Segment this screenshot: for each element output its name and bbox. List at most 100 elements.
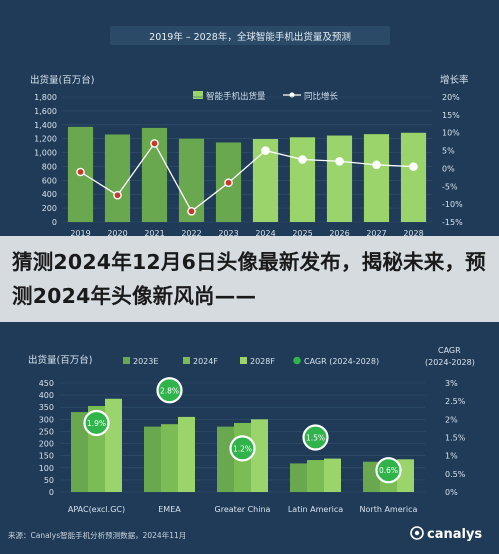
bottom-cagr-bubble (302, 424, 329, 451)
bottom-bar (217, 426, 234, 492)
bottom-y2-tick-label: 1.5% (445, 434, 466, 443)
top-y2-tick-label: 15% (442, 111, 460, 120)
top-growth-point (224, 178, 233, 188)
top-growth-point (409, 162, 418, 171)
bottom-legend-label: 2028F (250, 357, 275, 366)
legend-swatch-shipments (193, 91, 203, 99)
canalys-logo: canalys (410, 526, 482, 542)
bottom-bar (161, 424, 178, 492)
top-x-tick-label: 2022 (181, 229, 201, 238)
bottom-y2-tick-label: 2.5% (445, 397, 466, 406)
bottom-y-tick-label: 300 (39, 415, 54, 424)
bottom-cagr-label: 1.2% (233, 444, 252, 453)
top-y2-tick-label: -10% (442, 200, 463, 209)
top-growth-point (335, 156, 344, 166)
top-chart: 0 200 400 600 800 1,000 1,200 1,400 1,600 1,800 -1… (34, 93, 463, 238)
bottom-x-tick-label: APAC(excl.GC) (68, 505, 125, 514)
bottom-bar (105, 398, 122, 492)
bottom-cagr-label: 1.9% (87, 419, 106, 428)
bottom-cagr-label: 2.8% (160, 386, 179, 395)
top-growth-point (187, 206, 196, 216)
bottom-legend-swatch (183, 357, 190, 364)
top-bar (363, 134, 390, 222)
top-growth-point (261, 146, 270, 155)
bottom-legend-label: CAGR (2024-2028) (304, 357, 379, 366)
top-y2-tick-label: 20% (442, 93, 460, 102)
top-x-tick-label: 2021 (144, 229, 164, 238)
bottom-x-tick-label: North America (360, 505, 418, 514)
top-y-tick-label: 0 (52, 218, 57, 227)
bottom-legend-swatch (123, 357, 130, 364)
headline-title: 猜测2024年12月6日头像最新发布，揭秘未来，预测2024年头像新风尚—— (12, 250, 486, 308)
bottom-y2-tick-label: 1% (445, 452, 458, 461)
bottom-y-tick-label: 0 (49, 488, 54, 497)
bottom-x-tick-label: EMEA (158, 505, 181, 514)
top-y2-tick-label: 0% (442, 164, 455, 173)
bottom-y-tick-label: 250 (39, 427, 54, 436)
top-y2-tick-label: 5% (442, 147, 455, 156)
bottom-y2-tick-label: 0% (445, 488, 458, 497)
top-bar (326, 135, 353, 222)
bottom-x-tick-label: Greater China (215, 505, 271, 514)
bottom-bar (144, 426, 161, 492)
top-y-tick-label: 200 (42, 204, 57, 213)
headline-overlay: 猜测2024年12月6日头像最新发布，揭秘未来，预测2024年头像新风尚—— (0, 236, 499, 322)
legend-marker-growth (289, 92, 295, 98)
bottom-y-tick-label: 150 (39, 452, 54, 461)
top-x-tick-label: 2026 (329, 229, 349, 238)
bottom-y-tick-label: 450 (39, 379, 54, 388)
top-legend: 智能手机出货量 同比增长 (193, 91, 339, 102)
top-y-tick-label: 400 (42, 190, 57, 199)
bottom-bar (290, 463, 307, 492)
top-y-tick-label: 800 (42, 162, 57, 171)
legend-label-growth: 同比增长 (304, 91, 339, 102)
bottom-y2-axis-label-line1: CAGR (438, 346, 461, 355)
top-y-tick-label: 1,200 (34, 135, 57, 144)
top-x-tick-label: 2027 (366, 229, 386, 238)
bottom-y-tick-label: 350 (39, 403, 54, 412)
top-x-tick-label: 2024 (255, 229, 275, 238)
bottom-cagr-bubble (83, 409, 110, 437)
bottom-y-tick-label: 200 (39, 440, 54, 449)
top-x-tick-label: 2028 (403, 229, 423, 238)
legend-label-shipments: 智能手机出货量 (206, 91, 266, 102)
top-y-tick-label: 1,800 (34, 93, 57, 102)
bottom-legend-cagr-marker (293, 356, 301, 365)
top-growth-point (372, 160, 381, 170)
top-growth-point (150, 139, 159, 148)
footer-source: 来源：Canalys智能手机分析预测数据，2024年11月 (8, 530, 186, 540)
bottom-y2-tick-label: 2% (445, 415, 458, 424)
bottom-y-tick-label: 400 (39, 391, 54, 400)
top-growth-point (113, 190, 122, 200)
bottom-y-tick-label: 100 (39, 464, 54, 473)
top-y-tick-label: 600 (42, 176, 57, 185)
bottom-bar (178, 416, 195, 492)
bottom-y2-axis-label-line2: (2024-2028) (425, 358, 475, 367)
top-bar (400, 132, 427, 222)
top-y2-tick-label: -5% (442, 182, 458, 191)
bottom-x-tick-label: Latin America (288, 505, 343, 514)
top-y2-tick-label: -15% (442, 218, 463, 227)
top-y-axis-label: 出货量(百万台) (30, 74, 94, 86)
top-y2-tick-label: 10% (442, 129, 460, 138)
top-y-tick-label: 1,600 (34, 107, 57, 116)
bottom-y2-tick-label: 3% (445, 379, 458, 388)
bottom-bar (71, 412, 88, 492)
top-x-tick-label: 2023 (218, 229, 238, 238)
top-x-tick-label: 2025 (292, 229, 312, 238)
canalys-logo-text: canalys (427, 527, 482, 542)
bottom-y-tick-label: 50 (44, 476, 54, 485)
top-title-banner: 2019年 – 2028年，全球智能手机出货量及预测 (110, 26, 390, 45)
bottom-legend-label: 2023E (133, 357, 158, 366)
top-bar (104, 134, 131, 222)
bottom-y-axis-label: 出货量(百万台) (28, 354, 92, 366)
top-chart-title: 2019年 – 2028年，全球智能手机出货量及预测 (149, 31, 351, 43)
top-x-tick-label: 2019 (70, 229, 90, 238)
top-y-tick-label: 1,000 (34, 149, 57, 158)
top-growth-line (80, 142, 414, 213)
top-y2-axis-label: 增长率 (440, 74, 469, 86)
bottom-chart: 0 50 100 150 200 250 300 350 400 450 0% 0.5% 1% 1.5% 2… (39, 356, 466, 514)
bottom-cagr-bubble (229, 435, 256, 462)
